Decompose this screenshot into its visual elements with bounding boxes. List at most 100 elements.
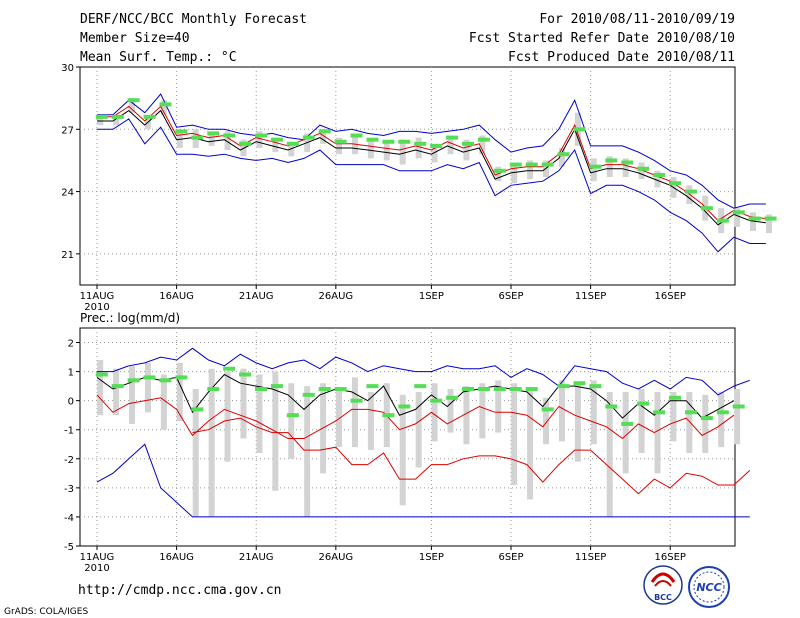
prec-observed-mark	[541, 407, 554, 412]
temp-observed-mark	[477, 137, 490, 142]
prec-observed-mark	[191, 407, 204, 412]
prec-ytick-label: 2	[68, 339, 74, 350]
temp-spread-box	[686, 185, 693, 205]
temp-spread-box	[256, 131, 263, 148]
prec-ytick-label: 0	[68, 397, 74, 408]
prec-observed-mark	[621, 421, 634, 426]
temp-xtick-label: 11AUG	[80, 291, 115, 302]
prec-plot-frame	[79, 327, 736, 547]
prec-second-line-line	[96, 394, 735, 440]
prec-observed-mark	[95, 372, 108, 377]
prec-observed-mark	[637, 401, 650, 406]
prec-envelope-max-line	[97, 347, 750, 396]
prec-spread-box	[351, 377, 358, 448]
prec-spread-box	[527, 389, 534, 500]
prec-xtick-label: 16AUG	[159, 552, 194, 563]
precip-panel-title: Prec.: log(mm/d)	[80, 311, 180, 325]
temp-plot-frame	[79, 66, 736, 286]
prec-spread-box	[558, 380, 565, 442]
prec-observed-mark	[684, 410, 697, 415]
temp-observed-mark	[414, 141, 427, 146]
temp-observed-mark	[255, 133, 268, 138]
prec-observed-mark	[350, 398, 363, 403]
temperature-panel: 21 24 27 30 11AUG 16AUG 21AUG 26AUG 1SEP 6SEP 11SE…	[61, 63, 777, 313]
ncc-logo: NCC	[688, 566, 730, 608]
prec-ytick-label: -3	[64, 484, 74, 495]
prec-xtick-label: 6SEP	[498, 552, 523, 563]
temp-spread-box	[431, 143, 438, 163]
temp-observed-mark	[350, 133, 363, 138]
prec-observed-mark	[700, 416, 713, 421]
temp-observed-mark	[270, 137, 283, 142]
temp-xtick-label: 26AUG	[319, 291, 354, 302]
prec-observed-mark	[382, 413, 395, 418]
temp-spread-box	[367, 139, 374, 159]
bcc-logo-ring	[643, 565, 683, 605]
temp-observed-mark	[111, 114, 124, 119]
prec-third-line-line	[192, 417, 751, 495]
temperature-panel-title: Mean Surf. Temp.: °C	[80, 50, 237, 65]
prec-observed-mark	[223, 366, 236, 371]
prec-spread-box	[415, 391, 422, 468]
prec-spread-box	[288, 383, 295, 459]
prec-spread-box	[224, 371, 231, 462]
prec-observed-mark	[462, 387, 475, 392]
prec-envelope-min-line	[96, 443, 750, 518]
temp-observed-mark	[748, 216, 761, 221]
temp-spread-box	[160, 100, 167, 115]
temp-spread-box	[113, 114, 120, 126]
prec-ytick-label: -4	[64, 513, 74, 524]
temp-spread-box	[144, 116, 151, 130]
prec-xtick-label: 1SEP	[419, 552, 444, 563]
temp-spread-box	[351, 135, 358, 155]
prec-observed-mark	[669, 395, 682, 400]
prec-spread-box	[160, 374, 167, 430]
prec-spread-box	[176, 362, 183, 422]
temp-observed-mark	[589, 164, 602, 169]
temp-observed-mark	[366, 137, 379, 142]
temp-observed-mark	[159, 102, 172, 107]
temp-xtick-label: 21AUG	[239, 291, 274, 302]
prec-spread-box	[511, 383, 518, 485]
temp-observed-mark	[446, 135, 459, 140]
prec-ensemble-mean-line	[96, 373, 735, 419]
prec-spread-box	[590, 380, 597, 445]
prec-observed-mark	[477, 387, 490, 392]
temp-xtick-label: 16AUG	[159, 291, 194, 302]
temp-observed-mark	[207, 131, 220, 136]
prec-observed-mark	[318, 387, 331, 392]
prec-spread-box	[367, 391, 374, 451]
temp-observed-mark	[318, 129, 331, 134]
temp-observed-mark	[525, 162, 538, 167]
prec-xtick-label: 21AUG	[239, 552, 274, 563]
prec-spread-box	[574, 383, 581, 462]
temp-observed-mark	[127, 98, 140, 103]
source-url[interactable]: http://cmdp.ncc.cma.gov.cn	[78, 583, 282, 598]
temp-envelope-min-line	[97, 118, 766, 253]
temp-observed-mark	[302, 135, 315, 140]
temp-observed-mark	[669, 181, 682, 186]
prec-observed-mark	[159, 378, 172, 383]
temp-ytick-label: 30	[61, 63, 74, 74]
temp-ensemble-mean-line	[97, 109, 766, 226]
prec-spread-box	[447, 389, 454, 433]
prec-spread-box	[606, 391, 613, 517]
temp-xtick-label: 6SEP	[498, 291, 523, 302]
temp-spread-box	[590, 158, 597, 182]
bcc-logo-swirl-inner	[654, 580, 672, 587]
temp-observed-mark	[621, 160, 634, 165]
temp-spread-box	[208, 131, 215, 146]
prec-spread-box	[463, 386, 470, 445]
grads-credit: GrADS: COLA/IGES	[4, 607, 88, 617]
prec-spread-box	[622, 391, 629, 474]
prec-spread-box	[670, 391, 677, 442]
prec-observed-mark	[366, 384, 379, 389]
prec-observed-mark	[143, 375, 156, 380]
temp-spread-box	[447, 135, 454, 155]
temp-observed-mark	[605, 158, 618, 163]
prec-observed-mark	[239, 372, 252, 377]
temp-spread-box	[750, 212, 757, 232]
prec-spread-box	[479, 383, 486, 439]
temp-observed-mark	[334, 139, 347, 144]
prec-ytick-label: -1	[64, 426, 74, 437]
